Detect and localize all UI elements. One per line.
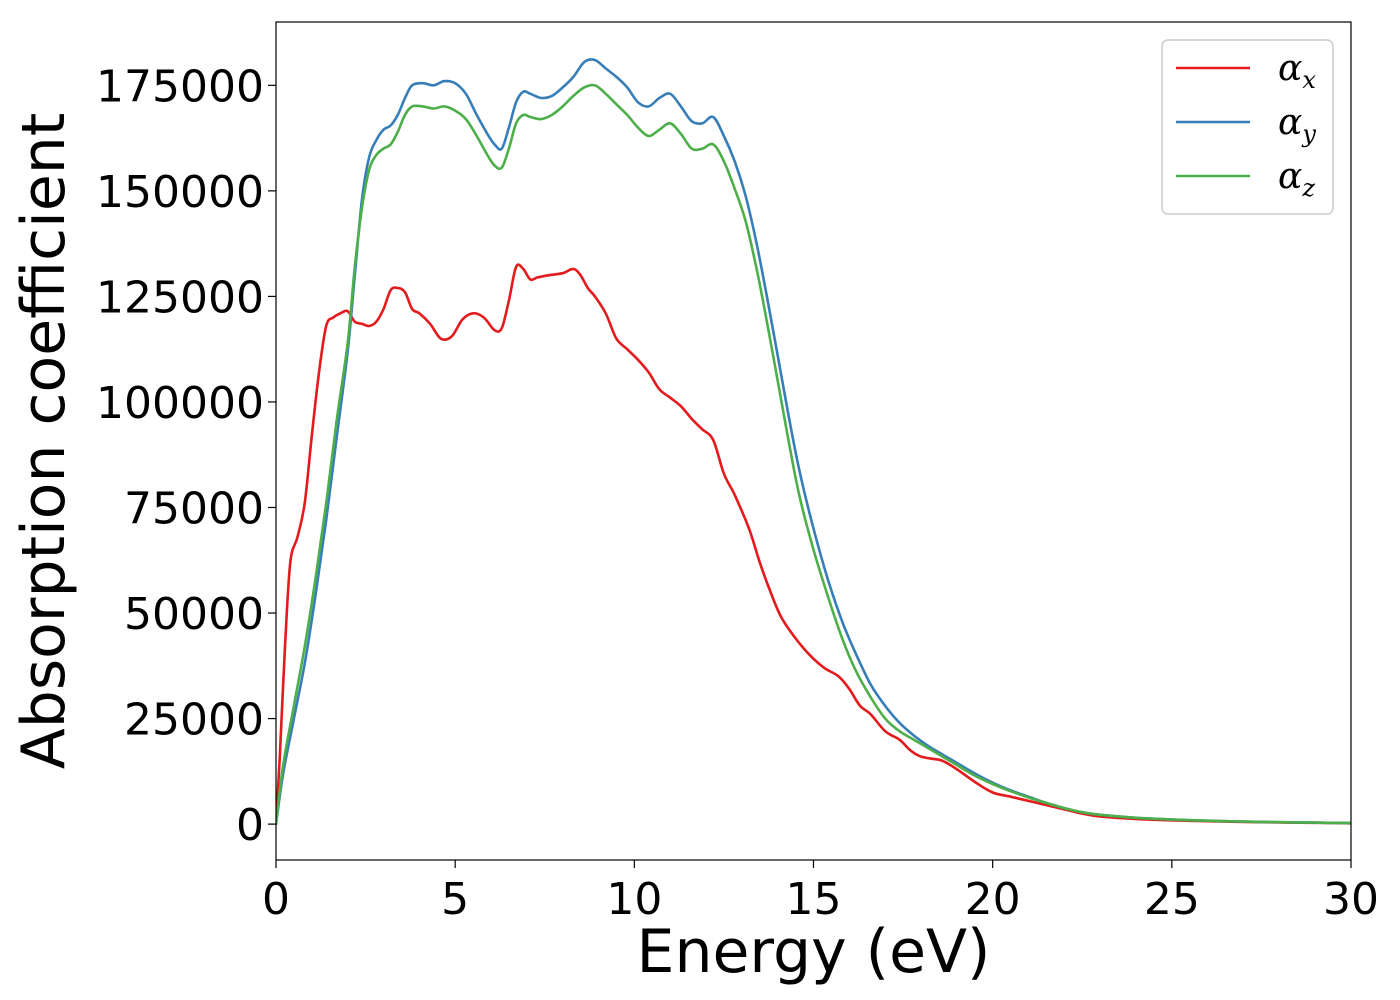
x-tick-label: 0 bbox=[262, 874, 290, 925]
y-tick-label: 125000 bbox=[96, 272, 264, 323]
y-tick-label: 25000 bbox=[124, 695, 264, 746]
y-tick-label: 175000 bbox=[96, 61, 264, 112]
x-tick-label: 15 bbox=[786, 874, 842, 925]
x-axis-ticks: 0 5 10 15 20 25 30 bbox=[262, 860, 1379, 925]
y-axis-ticks: 0 25000 50000 75000 100000 125000 150000 175000 bbox=[96, 61, 276, 851]
series-layer bbox=[276, 58, 1351, 826]
x-tick-label: 10 bbox=[606, 874, 662, 925]
y-tick-label: 100000 bbox=[96, 378, 264, 429]
y-tick-label: 0 bbox=[236, 800, 264, 851]
series-line-y bbox=[276, 58, 1351, 826]
x-axis-title: Energy (eV) bbox=[637, 917, 991, 987]
x-tick-label: 20 bbox=[965, 874, 1021, 925]
y-tick-label: 75000 bbox=[124, 483, 264, 534]
series-line-z bbox=[276, 83, 1351, 826]
y-tick-label: 50000 bbox=[124, 589, 264, 640]
legend-box bbox=[1161, 39, 1334, 215]
x-tick-label: 30 bbox=[1323, 874, 1379, 925]
x-tick-label: 25 bbox=[1144, 874, 1200, 925]
y-tick-label: 150000 bbox=[96, 167, 264, 218]
x-tick-label: 5 bbox=[441, 874, 469, 925]
y-axis-title: Absorption coefficient bbox=[9, 113, 79, 770]
series-line-x bbox=[276, 263, 1351, 826]
